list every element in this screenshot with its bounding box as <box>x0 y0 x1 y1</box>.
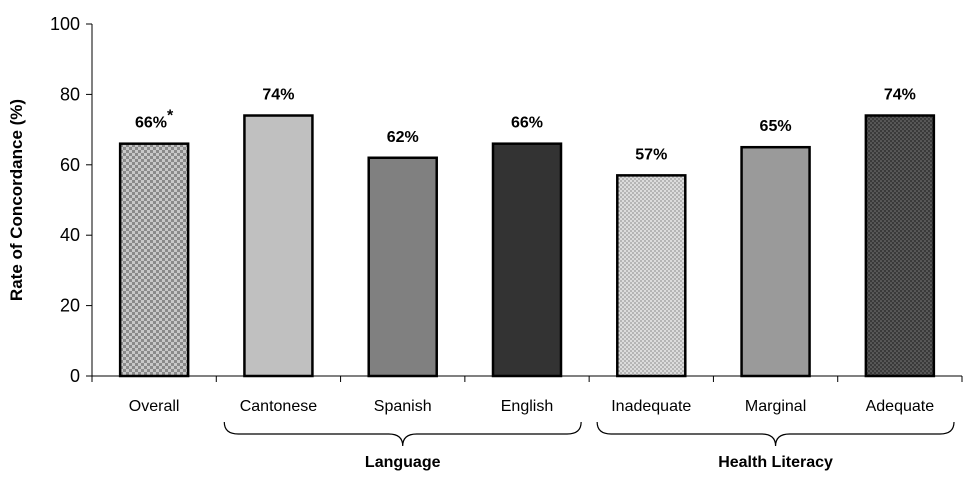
category-label: Overall <box>129 398 180 415</box>
y-axis-title: Rate of Concordance (%) <box>7 99 26 301</box>
data-label: 66%* <box>135 108 174 132</box>
axes: 0 20 40 60 80 100 Rate of Concordance (%) <box>7 14 963 386</box>
bar <box>616 174 687 378</box>
category-label: Marginal <box>745 398 806 415</box>
category-label: Adequate <box>866 398 935 415</box>
y-tick-label: 20 <box>60 296 80 316</box>
bars <box>118 114 936 378</box>
data-label: 74% <box>884 87 916 104</box>
y-tick-label: 80 <box>60 84 80 104</box>
bar <box>740 145 811 378</box>
group-brace <box>223 421 582 447</box>
bar <box>864 114 936 378</box>
category-label: Spanish <box>374 398 432 415</box>
data-label: 57% <box>635 146 667 163</box>
data-label: 65% <box>760 118 792 135</box>
category-label: Inadequate <box>611 398 691 415</box>
group-label: Language <box>365 454 441 471</box>
y-tick-label: 60 <box>60 155 80 175</box>
bar <box>243 114 314 378</box>
y-tick-label: 0 <box>70 366 80 386</box>
bar <box>367 156 438 378</box>
y-tick-label: 100 <box>50 14 80 34</box>
y-tick-label: 40 <box>60 225 80 245</box>
data-label: 66% <box>511 115 543 132</box>
data-label: 74% <box>262 87 294 104</box>
significance-marker: * <box>167 108 174 125</box>
bar <box>491 142 563 378</box>
group-brace <box>596 421 955 447</box>
labels: 66%* Overall 74% Cantonese 62% Spanish 66% Engl… <box>129 87 934 415</box>
category-label: English <box>501 398 553 415</box>
category-groups: Language Health Literacy <box>223 421 955 471</box>
category-label: Cantonese <box>240 398 317 415</box>
data-label: 62% <box>387 129 419 146</box>
bar <box>118 142 190 378</box>
group-label: Health Literacy <box>718 454 833 471</box>
